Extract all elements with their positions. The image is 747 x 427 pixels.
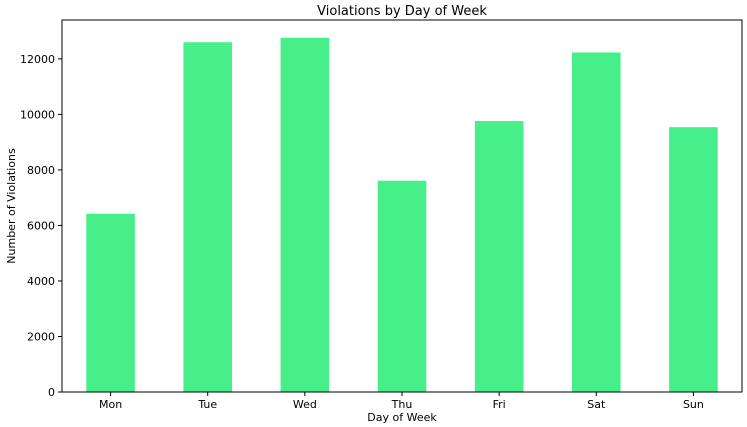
- x-tick-label: Sun: [683, 398, 704, 411]
- bar-tue: [183, 42, 232, 392]
- x-axis-label: Day of Week: [367, 411, 437, 424]
- bar-sat: [572, 52, 621, 393]
- y-tick-label: 0: [48, 386, 55, 399]
- x-tick-label: Thu: [391, 398, 413, 411]
- x-axis-ticks: Mon Tue Wed Thu Fri Sat Sun: [99, 392, 704, 411]
- bars-group: [86, 37, 718, 393]
- x-tick-label: Tue: [197, 398, 217, 411]
- y-tick-label: 12000: [20, 53, 55, 66]
- y-axis-label: Number of Violations: [5, 148, 18, 264]
- bar-mon: [86, 213, 135, 392]
- bar-thu: [377, 180, 427, 392]
- x-tick-label: Sat: [587, 398, 606, 411]
- y-axis-ticks: 0 2000 4000 6000 8000 10000 12000: [20, 53, 62, 399]
- y-tick-label: 2000: [27, 330, 55, 343]
- y-tick-label: 10000: [20, 108, 55, 121]
- x-tick-label: Mon: [99, 398, 122, 411]
- bar-fri: [474, 121, 524, 392]
- chart-title: Violations by Day of Week: [317, 4, 487, 19]
- y-tick-label: 6000: [27, 219, 55, 232]
- x-tick-label: Wed: [293, 398, 317, 411]
- y-tick-label: 8000: [27, 164, 55, 177]
- bar-sun: [669, 127, 718, 393]
- x-tick-label: Fri: [493, 398, 506, 411]
- bar-wed: [280, 37, 330, 393]
- y-tick-label: 4000: [27, 275, 55, 288]
